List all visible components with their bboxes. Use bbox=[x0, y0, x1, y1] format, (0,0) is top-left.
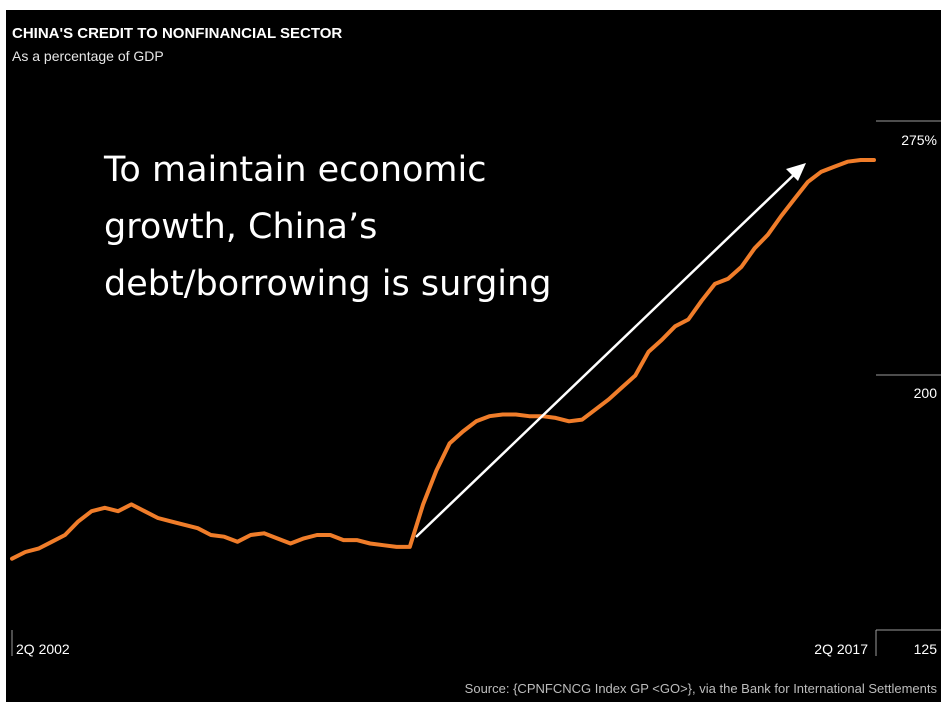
data-point bbox=[554, 416, 558, 420]
data-point bbox=[169, 519, 173, 524]
data-point bbox=[143, 509, 147, 513]
data-point bbox=[474, 419, 478, 423]
y-tick-label-125: 125 bbox=[914, 641, 938, 657]
data-point bbox=[686, 317, 690, 322]
data-point bbox=[235, 540, 239, 544]
data-point bbox=[620, 385, 624, 389]
data-point bbox=[713, 282, 717, 286]
data-point bbox=[514, 412, 518, 417]
data-point bbox=[328, 533, 332, 537]
data-point bbox=[275, 536, 279, 541]
credit-series-line bbox=[10, 158, 876, 561]
data-point bbox=[421, 502, 425, 506]
trend-arrow-shaft bbox=[415, 166, 803, 538]
data-point bbox=[567, 419, 571, 423]
data-point bbox=[832, 165, 836, 169]
data-point bbox=[76, 519, 80, 524]
data-point bbox=[607, 397, 611, 401]
data-point bbox=[633, 373, 637, 378]
data-point bbox=[315, 533, 319, 537]
y-tick-label-200: 200 bbox=[914, 385, 938, 401]
data-point bbox=[381, 543, 385, 547]
data-point bbox=[434, 468, 438, 473]
data-point bbox=[23, 550, 27, 554]
y-tick-label-275: 275% bbox=[901, 132, 937, 148]
data-point bbox=[103, 506, 107, 510]
data-point bbox=[50, 540, 54, 544]
trend-arrow-head bbox=[786, 163, 806, 181]
data-point bbox=[792, 197, 797, 201]
data-point bbox=[209, 533, 213, 537]
data-point bbox=[368, 541, 372, 546]
data-point bbox=[156, 516, 160, 520]
data-point bbox=[196, 526, 200, 530]
data-point bbox=[726, 277, 730, 281]
x-start-label: 2Q 2002 bbox=[16, 641, 70, 657]
data-point bbox=[222, 535, 226, 539]
chart-title: CHINA'S CREDIT TO NONFINANCIAL SECTOR bbox=[12, 25, 342, 42]
x-end-label: 2Q 2017 bbox=[814, 641, 868, 657]
data-point bbox=[36, 547, 41, 551]
annotation-line-2: growth, China’s bbox=[104, 207, 377, 247]
data-point bbox=[129, 502, 133, 506]
data-point bbox=[806, 180, 810, 184]
source-note: Source: {CPNFCNCG Index GP <GO>}, via th… bbox=[465, 681, 938, 696]
data-point bbox=[845, 160, 850, 164]
data-point bbox=[766, 233, 770, 237]
chart-background bbox=[6, 10, 941, 702]
data-point bbox=[700, 299, 704, 303]
data-point bbox=[10, 557, 14, 561]
data-point bbox=[116, 509, 120, 513]
data-point bbox=[739, 265, 744, 269]
data-point bbox=[593, 407, 598, 411]
data-point bbox=[673, 324, 677, 328]
data-point bbox=[302, 536, 306, 541]
data-point bbox=[90, 509, 94, 513]
data-point bbox=[249, 533, 253, 537]
data-point bbox=[341, 538, 346, 542]
data-point bbox=[872, 158, 876, 162]
data-point bbox=[487, 414, 491, 418]
data-point bbox=[660, 338, 664, 342]
data-point bbox=[580, 418, 584, 422]
data-point bbox=[819, 170, 823, 174]
data-point bbox=[448, 441, 452, 445]
data-point bbox=[355, 538, 359, 542]
data-point bbox=[527, 414, 531, 418]
annotation-line-3: debt/borrowing is surging bbox=[104, 264, 551, 304]
data-point bbox=[501, 412, 505, 417]
data-point bbox=[262, 531, 266, 535]
data-point bbox=[182, 523, 186, 527]
data-point bbox=[779, 214, 783, 218]
data-point bbox=[395, 545, 399, 549]
data-point bbox=[408, 545, 412, 549]
data-point bbox=[63, 533, 67, 537]
data-point bbox=[647, 350, 651, 354]
data-point bbox=[753, 246, 757, 250]
annotation-line-1: To maintain economic bbox=[103, 150, 486, 190]
data-point bbox=[461, 429, 465, 434]
data-point bbox=[859, 158, 863, 162]
chart-subtitle: As a percentage of GDP bbox=[12, 48, 164, 64]
data-point bbox=[288, 541, 293, 546]
